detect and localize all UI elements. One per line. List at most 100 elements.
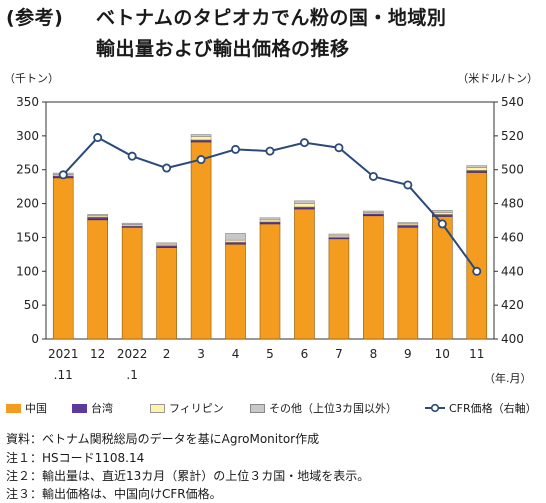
y2-tick-label: 500: [501, 163, 524, 177]
legend-swatch-cfr: [425, 403, 445, 413]
bar-segment-taiwan: [294, 206, 315, 210]
y2-tick-label: 460: [501, 230, 524, 244]
cfr-price-point: [196, 155, 206, 165]
note-1: 注１：HSコード1108.14: [6, 451, 145, 465]
note-3: 注３：輸出価格は、中国向けCFR価格。: [6, 487, 222, 501]
bar-segment-china: [397, 226, 419, 340]
bar-segment-taiwan: [363, 213, 384, 217]
legend: 中国 台湾 フィリピン その他（上位3カ国以外） CFR価格（右軸）: [6, 400, 546, 416]
legend-item-philippines: フィリピン: [150, 400, 224, 416]
bar-segment-taiwan: [397, 224, 419, 228]
bar-segment-philippines: [466, 167, 488, 171]
source-note: 資料：ベトナム関税総局のデータを基にAgroMonitor作成: [6, 432, 320, 446]
y-tick-label: 350: [16, 95, 39, 109]
y-tick-label: 150: [16, 230, 39, 244]
legend-label-cfr: CFR価格（右軸）: [449, 402, 537, 415]
cfr-price-point: [265, 146, 275, 156]
x-tick-label: 4: [232, 347, 240, 361]
chart-plot: 0 50 100 150 200 250 300 350 400 420 440 460 480 500 5…: [16, 95, 524, 382]
y-tick-label: 300: [16, 129, 39, 143]
bar-segment-others: [225, 233, 246, 241]
cfr-price-point: [58, 170, 68, 180]
bar-segment-taiwan: [190, 139, 212, 143]
legend-item-china: 中国: [6, 400, 47, 416]
y-tick-label: 100: [16, 264, 39, 278]
x-tick-label: 10: [435, 347, 450, 361]
x-tick-label: 5: [266, 347, 274, 361]
x-tick-label: 2021: [48, 347, 79, 361]
bar-segment-taiwan: [259, 221, 281, 225]
bar-segment-taiwan: [156, 245, 177, 248]
bar-segment-philippines: [432, 212, 453, 215]
cfr-price-point: [127, 151, 137, 161]
legend-item-others: その他（上位3カ国以外）: [250, 400, 397, 416]
legend-swatch-philippines: [150, 403, 165, 413]
chart-title-line1: ベトナムのタピオカでん粉の国・地域別: [96, 7, 447, 29]
x-tick-label: 2: [163, 347, 171, 361]
bar-segment-taiwan: [87, 216, 108, 221]
x-tick-label: 12: [90, 347, 105, 361]
bar-segment-china: [190, 141, 212, 340]
cfr-price-point: [437, 219, 447, 229]
x-tick-label: 9: [404, 347, 412, 361]
bar-segment-philippines: [190, 136, 212, 141]
y2-tick-label: 440: [501, 264, 524, 278]
bar-segment-china: [52, 177, 74, 340]
bar-segment-others: [363, 210, 384, 213]
bar-segment-china: [259, 223, 281, 340]
y2-tick-label: 400: [501, 332, 524, 346]
chart-title-line2: 輸出量および輸出価格の推移: [96, 38, 350, 60]
x-tick-sublabel: .11: [54, 368, 73, 382]
y-tick-label: 200: [16, 197, 39, 211]
note-2: 注２：輸出量は、直近13カ月（累計）の上位３カ国・地域を表示。: [6, 469, 370, 483]
bar-segment-philippines: [225, 239, 246, 243]
title-prefix: (参考): [6, 7, 64, 29]
cfr-price-point: [162, 163, 172, 173]
cfr-price-point: [403, 180, 413, 190]
left-axis-unit: （千トン）: [4, 72, 59, 85]
bar-segment-china: [363, 215, 384, 340]
x-axis-unit: （年.月）: [484, 372, 532, 385]
bar-segment-others: [121, 222, 143, 225]
legend-label-china: 中国: [25, 402, 47, 415]
legend-item-taiwan: 台湾: [72, 400, 113, 416]
bar-segment-others: [466, 165, 488, 168]
bar-segment-others: [432, 210, 453, 213]
legend-swatch-taiwan: [72, 403, 87, 413]
bar-segment-china: [156, 247, 177, 340]
y-tick-label: 0: [31, 332, 39, 346]
bar-segment-china: [121, 226, 143, 340]
right-axis-unit: （米ドル/トン）: [457, 72, 538, 85]
x-tick-label: 8: [370, 347, 378, 361]
bar-segment-others: [87, 214, 108, 217]
bar-segment-taiwan: [466, 170, 488, 173]
y-tick-label: 50: [24, 298, 39, 312]
x-tick-label: 3: [197, 347, 205, 361]
bar-segment-others: [259, 217, 281, 221]
legend-label-others: その他（上位3カ国以外）: [269, 402, 397, 415]
bar-segment-others: [156, 242, 177, 245]
bar-segment-others: [190, 134, 212, 137]
y2-tick-label: 540: [501, 95, 524, 109]
legend-swatch-others: [250, 403, 265, 413]
bar-segment-others: [294, 200, 315, 204]
x-tick-label: 11: [469, 347, 484, 361]
x-tick-label: 6: [301, 347, 309, 361]
y2-tick-label: 520: [501, 129, 524, 143]
x-tick-label: 7: [335, 347, 343, 361]
bar-segment-china: [87, 219, 108, 340]
y-tick-label: 250: [16, 163, 39, 177]
legend-label-taiwan: 台湾: [91, 402, 113, 415]
bar-segment-china: [294, 208, 315, 340]
legend-swatch-china: [6, 403, 21, 413]
cfr-price-point: [93, 133, 103, 143]
y2-tick-label: 420: [501, 298, 524, 312]
cfr-price-point: [299, 138, 309, 148]
legend-label-philippines: フィリピン: [169, 402, 224, 415]
bar-segment-others: [397, 222, 419, 225]
cfr-price-point: [368, 171, 378, 181]
bar-segment-china: [328, 238, 350, 340]
bar-segment-taiwan: [225, 241, 246, 245]
legend-item-cfr: CFR価格（右軸）: [424, 400, 537, 416]
